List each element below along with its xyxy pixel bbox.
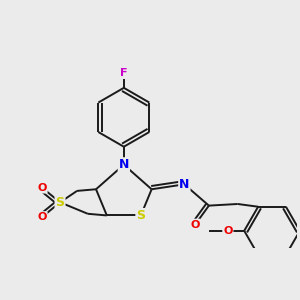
Text: O: O bbox=[223, 226, 232, 236]
Text: O: O bbox=[37, 212, 47, 222]
Text: S: S bbox=[136, 209, 145, 222]
Text: O: O bbox=[37, 183, 47, 193]
Text: N: N bbox=[118, 158, 129, 171]
Text: F: F bbox=[120, 68, 127, 78]
Text: N: N bbox=[179, 178, 190, 191]
Text: S: S bbox=[56, 196, 64, 209]
Text: O: O bbox=[190, 220, 200, 230]
